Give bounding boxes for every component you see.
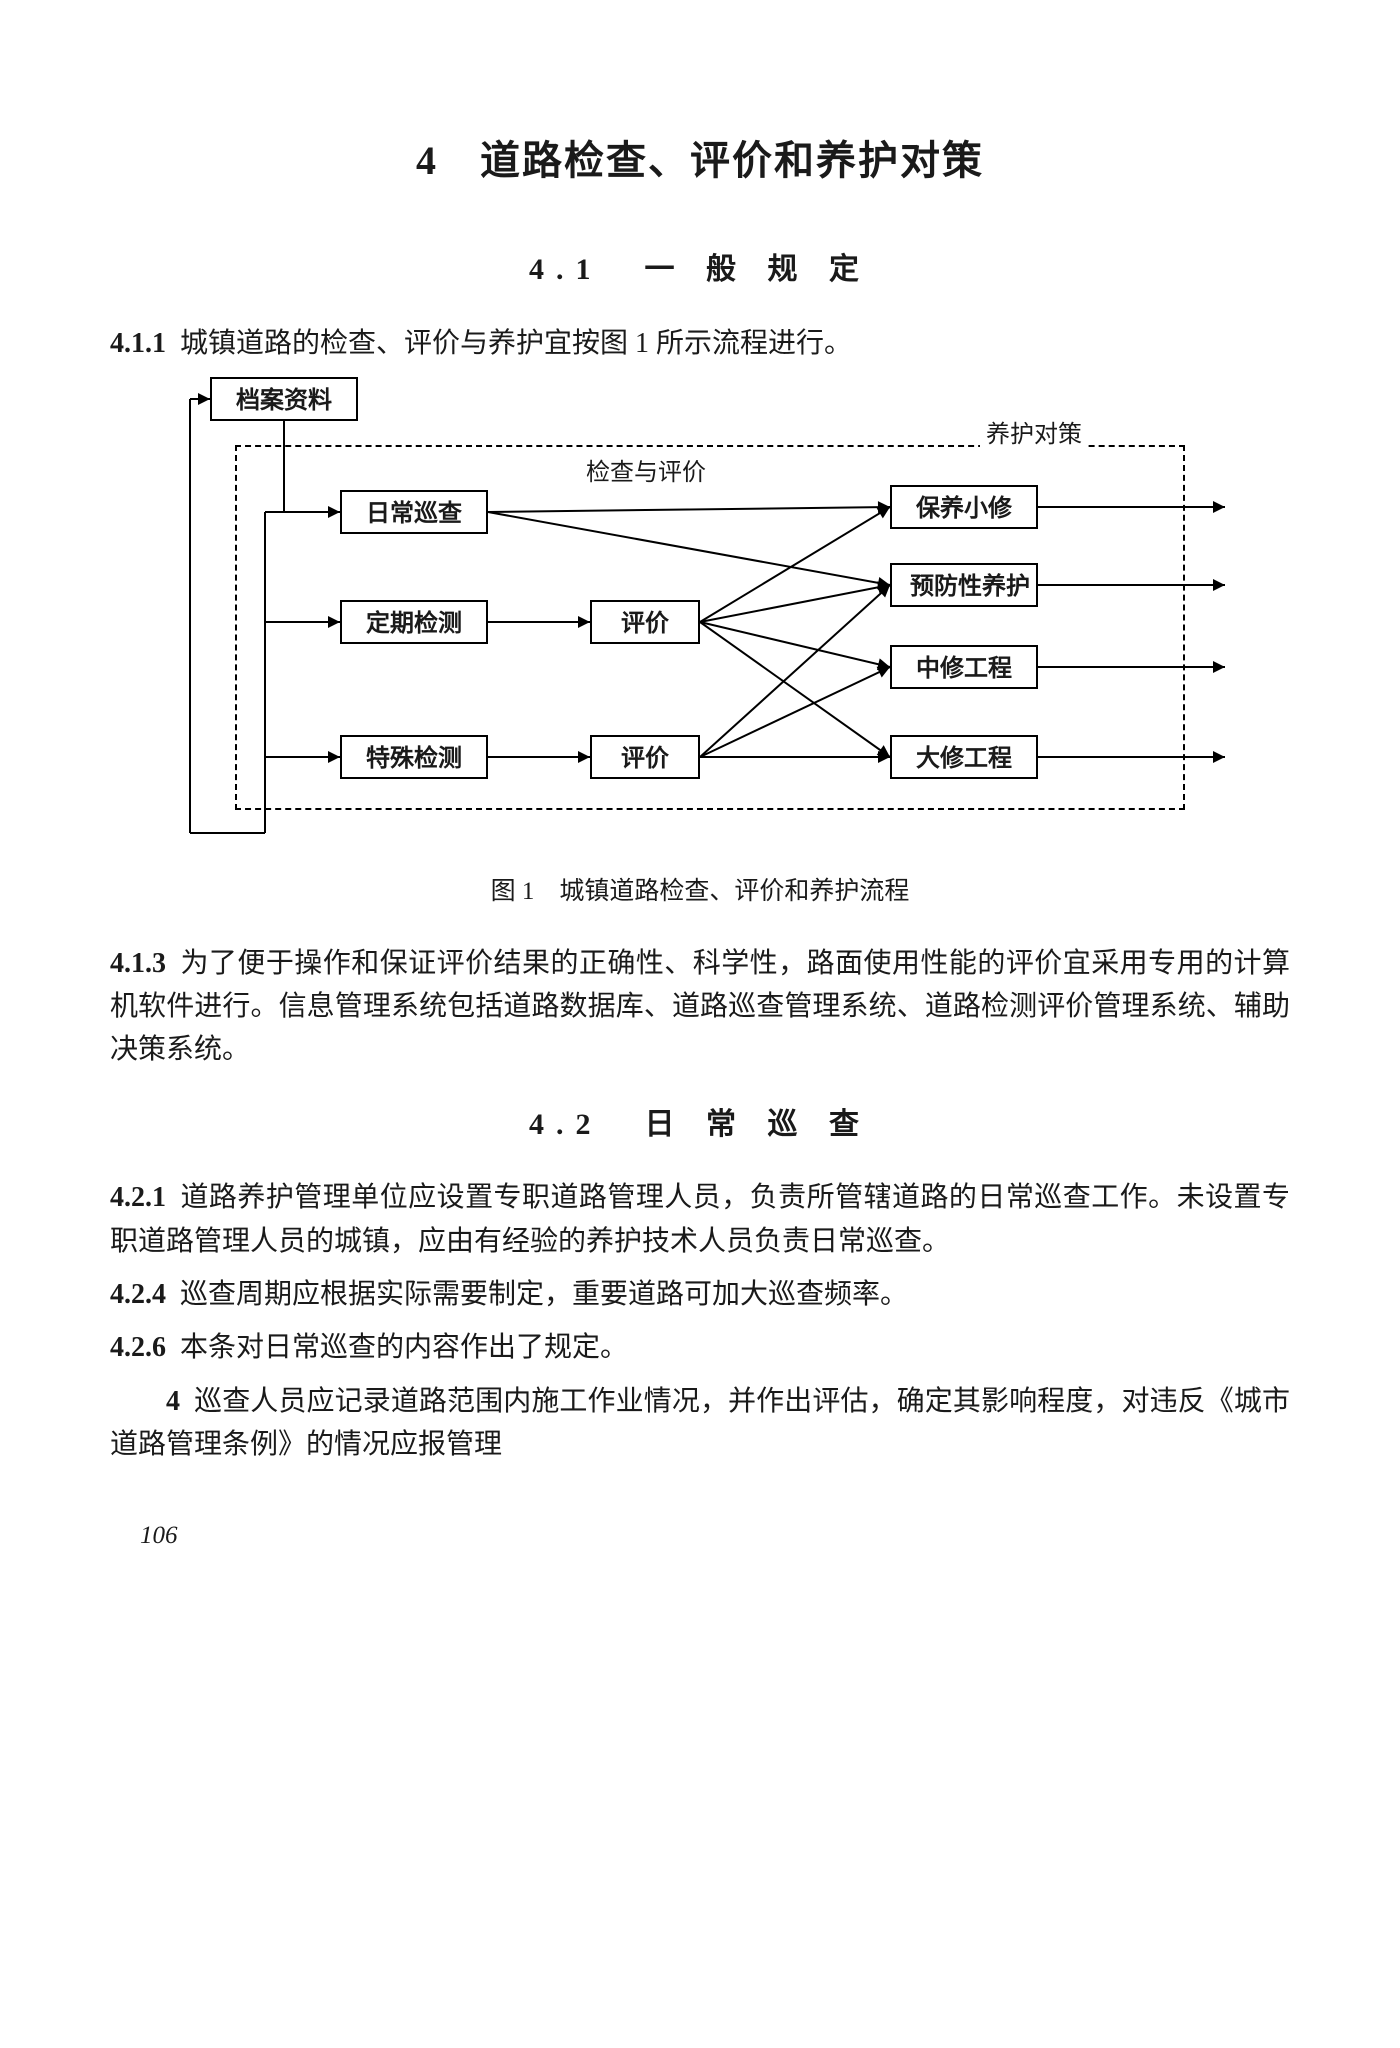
flowchart-group-grp-inspect: 检查与评价 (580, 455, 712, 492)
section-4-1-title: 4.1 一 般 规 定 (110, 247, 1290, 294)
flowchart-node-periodic: 定期检测 (340, 600, 488, 644)
flowchart-node-prevent: 预防性养护 (890, 563, 1038, 607)
para-4-1-3: 4.1.3为了便于操作和保证评价结果的正确性、科学性，路面使用性能的评价宜采用专… (110, 942, 1290, 1072)
flowchart-node-eval2: 评价 (590, 735, 700, 779)
text-4-2-1: 道路养护管理单位应设置专职道路管理人员，负责所管辖道路的日常巡查工作。未设置专职… (110, 1182, 1290, 1256)
figure-1-caption: 图 1 城镇道路检查、评价和养护流程 (110, 873, 1290, 912)
flowchart-figure-1: 检查与评价养护对策档案资料日常巡查定期检测特殊检测评价评价保养小修预防性养护中修… (170, 375, 1230, 855)
flowchart-node-minor: 保养小修 (890, 485, 1038, 529)
flowchart-node-daily: 日常巡查 (340, 490, 488, 534)
text-4-2-6-sub4: 巡查人员应记录道路范围内施工作业情况，并作出评估，确定其影响程度，对违反《城市道… (110, 1386, 1290, 1460)
para-4-2-1: 4.2.1道路养护管理单位应设置专职道路管理人员，负责所管辖道路的日常巡查工作。… (110, 1176, 1290, 1263)
text-4-1-1: 城镇道路的检查、评价与养护宜按图 1 所示流程进行。 (180, 328, 852, 359)
flowchart-group-grp-measure: 养护对策 (980, 417, 1088, 454)
para-4-2-6-sub4: 4巡查人员应记录道路范围内施工作业情况，并作出评估，确定其影响程度，对违反《城市… (110, 1380, 1290, 1467)
flowchart-node-eval1: 评价 (590, 600, 700, 644)
text-4-2-4: 巡查周期应根据实际需要制定，重要道路可加大巡查频率。 (180, 1279, 908, 1310)
flowchart-node-archive: 档案资料 (210, 377, 358, 421)
para-4-2-6: 4.2.6 本条对日常巡查的内容作出了规定。 (110, 1326, 1290, 1369)
chapter-title: 4 道路检查、评价和养护对策 (110, 130, 1290, 192)
num-4-2-6-sub4: 4 (166, 1386, 180, 1417)
flowchart-node-major: 大修工程 (890, 735, 1038, 779)
text-4-1-3: 为了便于操作和保证评价结果的正确性、科学性，路面使用性能的评价宜采用专用的计算机… (110, 948, 1290, 1066)
num-4-1-1: 4.1.1 (110, 328, 166, 359)
num-4-2-4: 4.2.4 (110, 1279, 166, 1310)
para-4-2-4: 4.2.4 巡查周期应根据实际需要制定，重要道路可加大巡查频率。 (110, 1273, 1290, 1316)
num-4-2-1: 4.2.1 (110, 1182, 166, 1213)
section-4-2-title: 4.2 日 常 巡 查 (110, 1102, 1290, 1149)
flowchart-node-medium: 中修工程 (890, 645, 1038, 689)
flowchart-node-special: 特殊检测 (340, 735, 488, 779)
text-4-2-6: 本条对日常巡查的内容作出了规定。 (180, 1332, 628, 1363)
num-4-1-3: 4.1.3 (110, 948, 166, 979)
para-4-1-1: 4.1.1 城镇道路的检查、评价与养护宜按图 1 所示流程进行。 (110, 322, 1290, 365)
num-4-2-6: 4.2.6 (110, 1332, 166, 1363)
page-number: 106 (140, 1517, 1290, 1556)
